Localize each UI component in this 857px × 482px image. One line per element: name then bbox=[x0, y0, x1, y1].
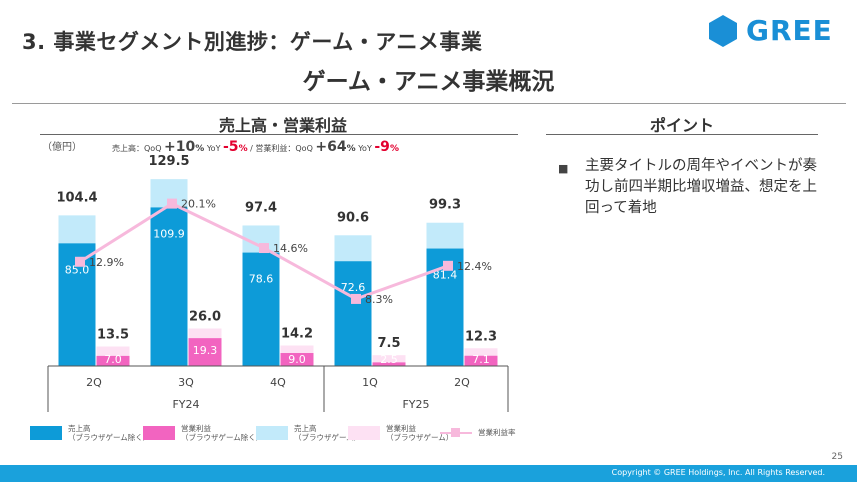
label-op-excl: 19.3 bbox=[193, 344, 218, 357]
unit-label: （億円） bbox=[42, 142, 82, 153]
legend-label-line2: （ブラウザゲーム） bbox=[386, 433, 454, 442]
bar-op-browser bbox=[372, 355, 406, 366]
logo-text: GREE bbox=[746, 14, 833, 47]
label-sales-excl: 78.6 bbox=[249, 273, 274, 286]
op-yoy-pct: % bbox=[389, 144, 399, 154]
points-heading: ポイント bbox=[649, 116, 714, 135]
category-label: 2Q bbox=[454, 376, 470, 389]
margin-point bbox=[443, 260, 453, 271]
legend-label-line2: （ブラウザゲーム） bbox=[294, 433, 362, 442]
points-heading-divider bbox=[546, 134, 818, 135]
page-number: 25 bbox=[831, 452, 843, 462]
sales-growth-label: 売上高： bbox=[112, 144, 144, 153]
margin-label: 8.3% bbox=[365, 293, 393, 306]
margin-label: 20.1% bbox=[181, 198, 216, 211]
label-sales-total: 90.6 bbox=[337, 210, 369, 225]
bar-sales-excl bbox=[334, 261, 372, 366]
legend-label: 営業利益率 bbox=[478, 428, 516, 437]
legend-label: 売上高 （ブラウザゲーム除く） bbox=[68, 424, 150, 442]
title-divider bbox=[12, 103, 846, 104]
page-title: ゲーム・アニメ事業概況 bbox=[302, 69, 555, 95]
label-op-excl: 2.5 bbox=[380, 353, 398, 366]
sales-qoq-label: QoQ bbox=[144, 144, 162, 153]
legend-label-line1: 営業利益 bbox=[386, 424, 416, 433]
label-sales-total: 129.5 bbox=[148, 154, 189, 169]
legend-label-line2: （ブラウザゲーム除く） bbox=[181, 433, 264, 442]
op-yoy-value: -9 bbox=[374, 139, 390, 155]
category-label: 1Q bbox=[362, 376, 378, 389]
legend-label: 営業利益 （ブラウザゲーム） bbox=[386, 424, 453, 442]
sales-yoy-value: -5 bbox=[223, 139, 239, 155]
label-sales-total: 104.4 bbox=[56, 190, 97, 205]
growth-separator: / bbox=[247, 144, 256, 153]
op-qoq-pct: % bbox=[346, 144, 356, 154]
margin-point bbox=[351, 293, 361, 304]
op-growth-label: 営業利益： bbox=[255, 144, 296, 153]
label-op-total: 26.0 bbox=[189, 309, 221, 324]
label-op-total: 7.5 bbox=[377, 336, 400, 351]
sales-yoy-pct: % bbox=[238, 144, 248, 154]
fiscal-year-label: FY24 bbox=[172, 398, 199, 411]
margin-point bbox=[259, 243, 269, 254]
legend-swatch bbox=[256, 426, 288, 440]
legend-label-line1: 売上高 bbox=[68, 424, 91, 433]
op-qoq-value: +64 bbox=[315, 139, 347, 155]
fiscal-year-label: FY25 bbox=[402, 398, 429, 411]
point-text: 主要タイトルの周年やイベントが奏功し前四半期比増収増益、想定を上回って着地 bbox=[585, 158, 817, 216]
label-op-total: 13.5 bbox=[97, 328, 129, 343]
bullet-icon: ■ bbox=[558, 162, 569, 175]
sales-op-chart: 104.485.013.57.02Q129.5109.926.019.33Q97… bbox=[47, 154, 509, 412]
margin-point bbox=[167, 198, 177, 209]
margin-point bbox=[75, 256, 85, 267]
legend-swatch bbox=[30, 426, 62, 440]
legend-label: 売上高 （ブラウザゲーム） bbox=[294, 424, 361, 442]
growth-summary: 売上高：QoQ +10% YoY -5% / 営業利益：QoQ +64% YoY… bbox=[112, 139, 399, 155]
hexagon-icon bbox=[709, 15, 737, 47]
section-title: 3. 事業セグメント別進捗：ゲーム・アニメ事業 bbox=[22, 30, 483, 54]
sales-yoy-label: YoY bbox=[206, 144, 221, 153]
label-op-excl: 7.1 bbox=[472, 353, 490, 366]
label-sales-excl: 109.9 bbox=[153, 227, 185, 240]
category-label: 3Q bbox=[178, 376, 194, 389]
category-label: 2Q bbox=[86, 376, 102, 389]
gree-logo: GREE bbox=[708, 14, 838, 48]
legend-swatch bbox=[440, 428, 472, 437]
legend-label-line1: 売上高 bbox=[294, 424, 317, 433]
legend-label-line2: （ブラウザゲーム除く） bbox=[68, 433, 151, 442]
legend-swatch bbox=[348, 426, 380, 440]
sales-qoq-pct: % bbox=[195, 144, 205, 154]
label-op-excl: 7.0 bbox=[104, 353, 122, 366]
legend-label-line1: 営業利益 bbox=[181, 424, 211, 433]
chart-heading: 売上高・営業利益 bbox=[218, 116, 347, 135]
bar-op-excl bbox=[188, 338, 222, 366]
label-op-total: 12.3 bbox=[465, 329, 497, 344]
bar-op-excl bbox=[372, 362, 406, 366]
sales-qoq-value: +10 bbox=[164, 139, 196, 155]
bar-op-excl bbox=[280, 353, 314, 366]
bar-sales-excl bbox=[150, 207, 188, 366]
category-label: 4Q bbox=[270, 376, 286, 389]
bar-op-excl bbox=[96, 355, 130, 366]
copyright: Copyright © GREE Holdings, Inc. All Righ… bbox=[611, 468, 825, 477]
bar-sales-excl bbox=[242, 252, 280, 366]
legend-label: 営業利益 （ブラウザゲーム除く） bbox=[181, 424, 263, 442]
op-qoq-label: QoQ bbox=[295, 144, 313, 153]
margin-label: 12.9% bbox=[89, 256, 124, 269]
margin-label: 12.4% bbox=[457, 260, 492, 273]
footer-bar: Copyright © GREE Holdings, Inc. All Righ… bbox=[0, 465, 857, 482]
label-sales-total: 99.3 bbox=[429, 198, 461, 213]
label-op-total: 14.2 bbox=[281, 327, 313, 342]
chart-heading-divider bbox=[40, 134, 518, 135]
label-sales-excl: 72.6 bbox=[341, 281, 366, 294]
bar-op-excl bbox=[464, 355, 498, 366]
label-sales-excl: 81.4 bbox=[433, 269, 458, 282]
legend-label-line1: 営業利益率 bbox=[478, 428, 516, 437]
margin-label: 14.6% bbox=[273, 242, 308, 255]
legend-swatch bbox=[143, 426, 175, 440]
op-yoy-label: YoY bbox=[358, 144, 372, 153]
label-sales-total: 97.4 bbox=[245, 200, 277, 215]
label-op-excl: 9.0 bbox=[288, 353, 306, 366]
